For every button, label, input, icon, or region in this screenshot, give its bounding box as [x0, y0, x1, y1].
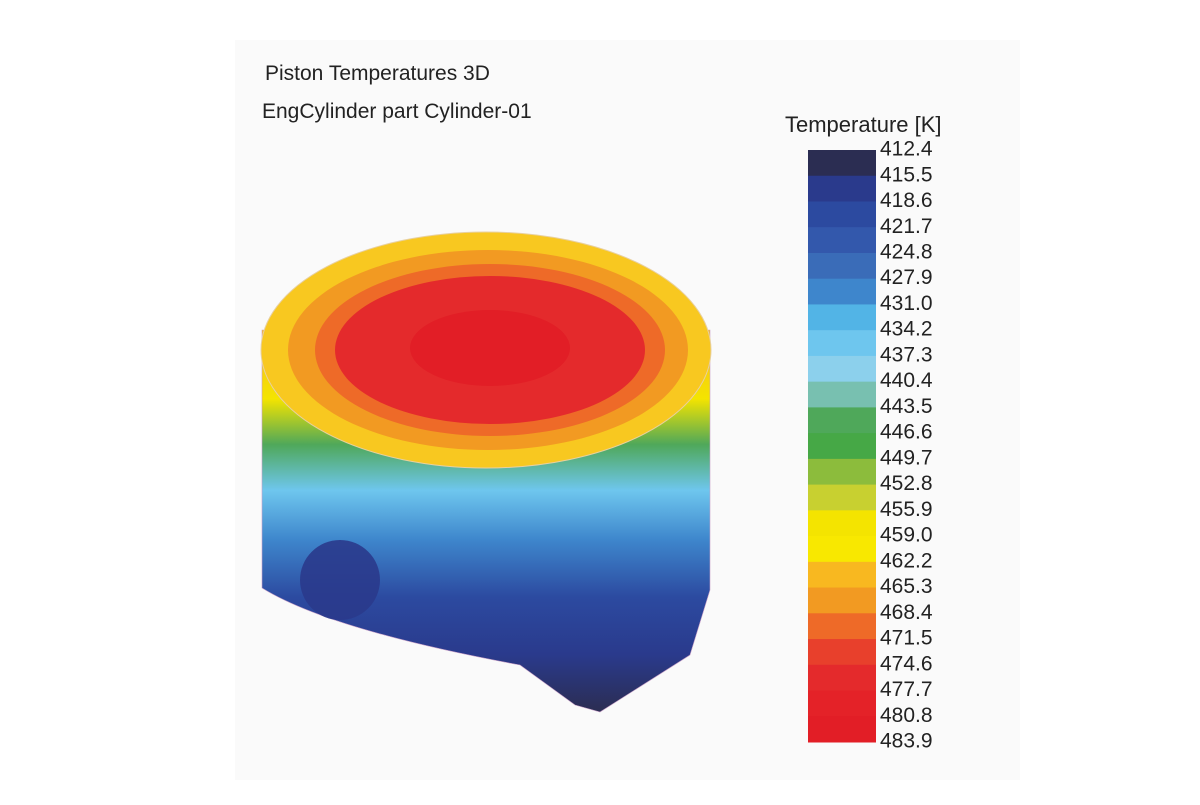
- legend-label: 459.0: [880, 524, 933, 547]
- legend-band: [808, 587, 876, 614]
- legend-label: 437.3: [880, 343, 933, 366]
- legend-band: [808, 252, 876, 280]
- legend-label: 455.9: [880, 498, 933, 521]
- legend-label: 427.9: [880, 266, 933, 289]
- legend-band: [808, 227, 876, 254]
- legend-label: 468.4: [880, 601, 933, 624]
- legend-band: [808, 201, 876, 228]
- legend-label: 471.5: [880, 627, 933, 650]
- legend-band: [808, 355, 876, 383]
- legend-label: 421.7: [880, 215, 933, 238]
- legend-label: 440.4: [880, 369, 933, 392]
- legend-label: 477.7: [880, 678, 933, 701]
- legend-band: [808, 150, 876, 177]
- legend-label: 474.6: [880, 652, 933, 675]
- legend-band: [808, 330, 876, 357]
- legend-label: 449.7: [880, 446, 933, 469]
- legend-band: [808, 175, 876, 202]
- legend-band: [808, 613, 876, 640]
- title-line: EngCylinder part Cylinder-01: [262, 100, 532, 123]
- legend-label: 412.4: [880, 138, 933, 161]
- legend-label: 418.6: [880, 189, 933, 212]
- legend-label: 443.5: [880, 395, 933, 418]
- legend-band: [808, 536, 876, 563]
- legend-label: 452.8: [880, 472, 933, 495]
- legend-label: 462.2: [880, 549, 933, 572]
- piston-model: [260, 231, 712, 713]
- legend-band: [808, 407, 876, 434]
- legend-label: 446.6: [880, 421, 933, 444]
- pin-boss: [300, 540, 380, 620]
- legend-band: [808, 510, 876, 537]
- legend-label: 434.2: [880, 318, 933, 341]
- legend-band: [808, 639, 876, 666]
- legend-band: [808, 381, 876, 408]
- legend-band: [808, 561, 876, 589]
- legend-band: [808, 433, 876, 460]
- piston-top: [410, 310, 570, 386]
- legend-label: 431.0: [880, 292, 933, 315]
- legend-band: [808, 690, 876, 717]
- legend-band: [808, 458, 876, 486]
- legend-band: [808, 716, 876, 743]
- title-line: Piston Temperatures 3D: [265, 62, 490, 85]
- legend-title: Temperature [K]: [785, 112, 942, 137]
- legend-label: 483.9: [880, 730, 933, 753]
- piston-rim: [260, 231, 712, 469]
- legend-band: [808, 278, 876, 305]
- legend-band: [808, 304, 876, 331]
- legend-band: [808, 664, 876, 692]
- legend-label: 465.3: [880, 575, 933, 598]
- legend-label: 480.8: [880, 704, 933, 727]
- legend-label: 424.8: [880, 241, 933, 264]
- legend-band: [808, 484, 876, 511]
- legend-label: 415.5: [880, 163, 933, 186]
